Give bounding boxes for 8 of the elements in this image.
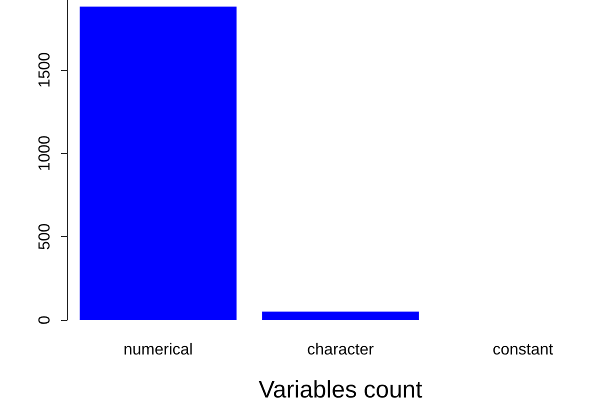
y-tick-label: 500	[36, 223, 54, 250]
x-tick-label: constant	[492, 342, 554, 358]
x-tick-label: character	[307, 342, 375, 358]
y-tick-label: 1000	[36, 135, 54, 172]
y-tick-label: 1500	[36, 52, 54, 88]
x-tick-label: numerical	[123, 342, 193, 358]
x-axis-title: Variables count	[258, 376, 423, 404]
y-tick-label: 0	[36, 315, 54, 324]
